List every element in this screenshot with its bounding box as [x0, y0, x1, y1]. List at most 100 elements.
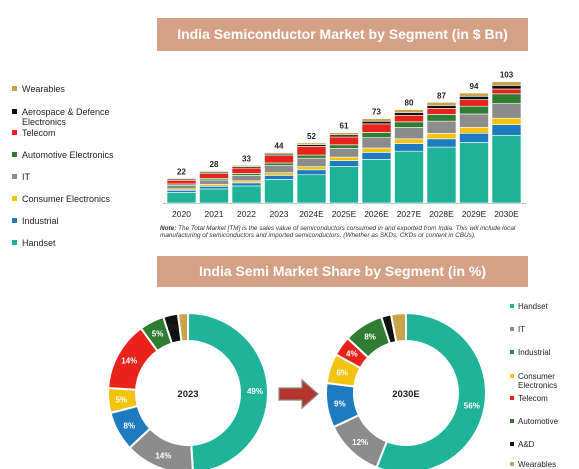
- bar-segment-telecom: [426, 108, 457, 115]
- bar-segment-it: [361, 137, 392, 149]
- bar-segment-consumer-electronics: [491, 117, 522, 125]
- legend-label-it: IT: [22, 172, 31, 182]
- bar-segment-telecom: [361, 123, 392, 133]
- legend-swatch-handset: [12, 240, 17, 245]
- bar-total-label: 22: [177, 167, 186, 176]
- donut-slice-label: 6%: [336, 368, 348, 377]
- bar-segment-telecom: [296, 146, 327, 156]
- donut-slice-label: 56%: [464, 402, 480, 411]
- bar-segment-industrial: [426, 138, 457, 148]
- bar-segment-telecom: [491, 88, 522, 95]
- bar-segment-handset: [166, 192, 197, 204]
- bar-segment-wearables: [459, 92, 489, 97]
- bar-total-label: 33: [242, 154, 251, 163]
- bar-segment-consumer-electronics: [231, 180, 262, 184]
- legend-label-wearables: Wearables: [518, 460, 556, 469]
- donut-center-label: 2023: [177, 389, 198, 400]
- bar-total-label: 80: [405, 99, 414, 108]
- bar-segment-industrial: [296, 169, 327, 176]
- bar-segment-aerospace-defence-electronics: [491, 85, 522, 90]
- bar-segment-handset: [426, 146, 457, 204]
- bar-segment-consumer-electronics: [361, 147, 392, 153]
- bar-segment-automotive-electronics: [329, 144, 359, 149]
- donut-slice-label: 3%: [168, 324, 180, 333]
- bar-segment-it: [426, 120, 457, 134]
- bar-segment-it: [491, 103, 522, 119]
- bar-segment-it: [394, 127, 424, 140]
- x-tick-label: 2023: [270, 209, 289, 219]
- bar-total-label: 103: [500, 71, 514, 80]
- bar-segment-telecom: [394, 114, 424, 123]
- bar-segment-handset: [264, 179, 294, 204]
- donut-slice-label: 12%: [352, 438, 368, 447]
- legend-swatch-telecom: [12, 130, 17, 135]
- legend-swatch-consumer-electronics: [510, 374, 514, 378]
- bar-segment-industrial: [361, 152, 392, 160]
- bar-segment-consumer-electronics: [459, 126, 489, 134]
- donut-section-title: India Semi Market Share by Segment (in %…: [157, 256, 528, 287]
- x-tick-label: 2022: [237, 209, 256, 219]
- x-tick-label: 2030E: [494, 209, 519, 219]
- legend-label-telecom: Telecom: [22, 128, 56, 138]
- donut-hole: [355, 342, 457, 444]
- legend-swatch-industrial: [12, 218, 17, 223]
- bar-segment-telecom: [231, 167, 262, 174]
- donut-slice-label: 49%: [247, 387, 263, 396]
- bar-segment-it: [329, 148, 359, 158]
- donut-slice-wearables: [176, 311, 189, 343]
- donut-center-label: 2030E: [392, 389, 419, 400]
- donut-slice-handset: [187, 311, 269, 469]
- bar-segment-industrial: [459, 132, 489, 143]
- legend-label-automotive-electronics: Automotive: [518, 417, 559, 426]
- bar-total-label: 87: [437, 91, 446, 100]
- bar-segment-wearables: [166, 177, 197, 180]
- bar-segment-automotive-electronics: [361, 132, 392, 138]
- legend-swatch-consumer-electronics: [12, 196, 17, 201]
- legend-swatch-automotive-electronics: [12, 152, 17, 157]
- bar-segment-automotive-electronics: [426, 114, 457, 122]
- bar-segment-aerospace-defence-electronics: [361, 120, 392, 125]
- donut-slice-label: 14%: [155, 451, 171, 460]
- bar-segment-it: [459, 113, 489, 128]
- legend-swatch-industrial: [510, 350, 514, 354]
- legend-swatch-it: [12, 174, 17, 179]
- bar-segment-wearables: [426, 102, 457, 106]
- bar-segment-consumer-electronics: [329, 156, 359, 161]
- bar-segment-wearables: [231, 165, 262, 167]
- bar-segment-wearables: [491, 81, 522, 86]
- bar-segment-wearables: [361, 118, 392, 122]
- legend-swatch-aerospace-defence-electronics: [12, 109, 17, 114]
- note-text: The Total Market [TM] is the sales value…: [160, 225, 516, 240]
- bar-segment-telecom: [459, 99, 489, 107]
- bar-segment-automotive-electronics: [264, 162, 294, 166]
- bar-segment-consumer-electronics: [264, 172, 294, 176]
- legend-swatch-automotive-electronics: [510, 419, 514, 423]
- bar-segment-consumer-electronics: [426, 133, 457, 140]
- bar-segment-aerospace-defence-electronics: [394, 112, 424, 116]
- bar-segment-it: [296, 157, 327, 168]
- legend-label-it: IT: [518, 325, 525, 334]
- bar-total-label: 94: [470, 82, 479, 91]
- bar-segment-automotive-electronics: [459, 105, 489, 115]
- x-tick-label: 2024E: [299, 209, 324, 219]
- bar-segment-wearables: [264, 152, 294, 155]
- bar-segment-handset: [459, 142, 489, 204]
- x-tick-label: 2026E: [364, 209, 389, 219]
- bar-segment-it: [264, 165, 294, 174]
- bar-segment-industrial: [166, 189, 197, 193]
- donut-slice-label: 8%: [124, 421, 136, 430]
- bar-segment-telecom: [166, 179, 197, 185]
- legend-label-consumer-electronics: Consumer Electronics: [22, 194, 111, 204]
- x-tick-label: 2021: [205, 209, 224, 219]
- donut-slice-label: 4%: [346, 350, 358, 359]
- bar-total-label: 52: [307, 132, 316, 141]
- bar-segment-it: [231, 175, 262, 182]
- legend-swatch-it: [510, 327, 514, 331]
- bar-segment-industrial: [264, 175, 294, 180]
- bar-segment-handset: [329, 166, 359, 204]
- bar-segment-handset: [394, 150, 424, 204]
- legend-label-industrial: Industrial: [518, 348, 551, 357]
- bar-segment-automotive-electronics: [491, 93, 522, 104]
- donut-charts: 49% 14% 8% 5% 14% 5% 3% 2023 56% 12% 9% 6% 4% 8% 2030E: [107, 311, 487, 469]
- bar-total-label: 28: [210, 160, 219, 169]
